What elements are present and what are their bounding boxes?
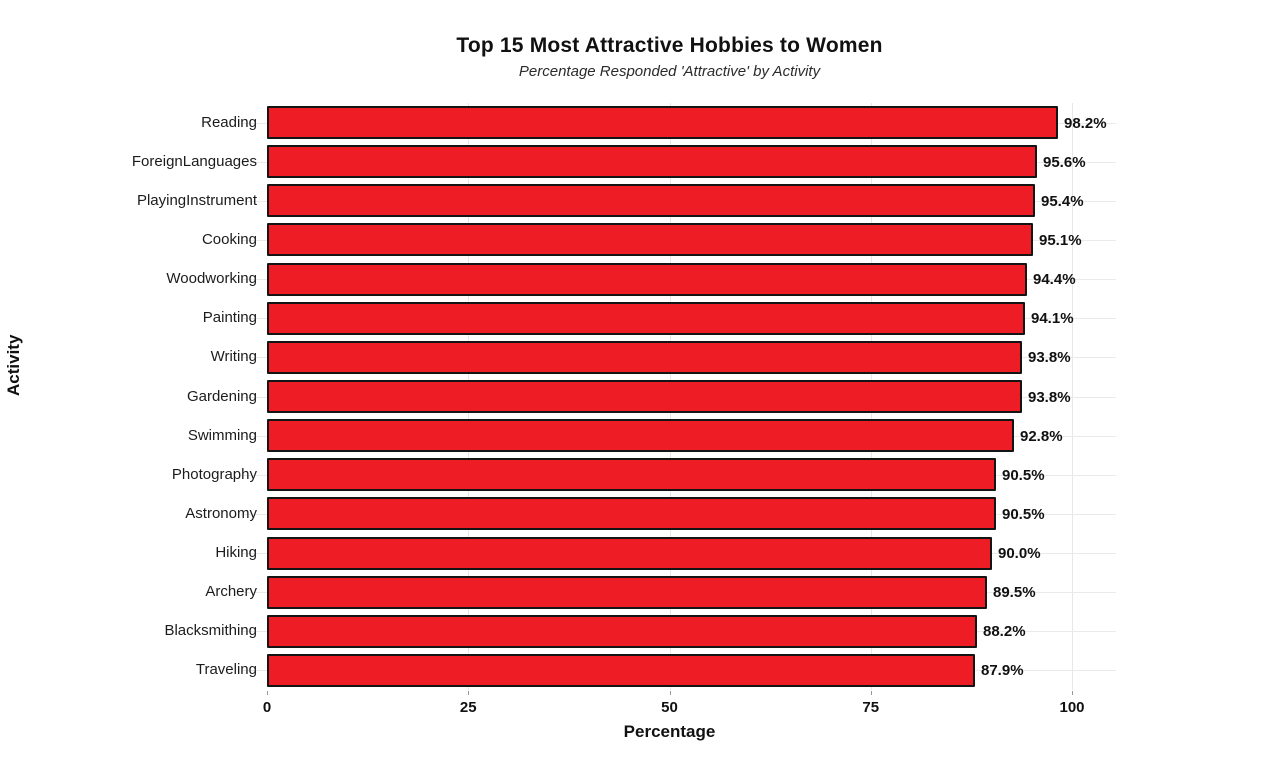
bar xyxy=(267,106,1058,139)
chart-subtitle: Percentage Responded 'Attractive' by Act… xyxy=(518,63,821,80)
x-tick-label: 75 xyxy=(862,699,880,716)
bar-value-label: 88.2% xyxy=(983,623,1026,640)
bar-value-label: 93.8% xyxy=(1028,389,1071,406)
bar-value-label: 89.5% xyxy=(993,584,1036,601)
bar xyxy=(267,223,1033,256)
x-axis-title: Percentage xyxy=(623,722,716,741)
bar-value-label: 90.5% xyxy=(1002,467,1045,484)
x-tick-label: 50 xyxy=(661,699,678,716)
category-label: Astronomy xyxy=(185,505,257,522)
bar-value-label: 87.9% xyxy=(981,662,1024,679)
bar xyxy=(267,458,996,491)
bar xyxy=(267,302,1025,335)
bar-value-label: 94.1% xyxy=(1031,310,1074,327)
bar xyxy=(267,263,1027,296)
bar xyxy=(267,419,1014,452)
category-label: Archery xyxy=(205,583,257,600)
category-label: Traveling xyxy=(195,661,257,678)
category-label: Gardening xyxy=(186,388,257,405)
bar xyxy=(267,576,987,609)
bar xyxy=(267,341,1022,374)
bar xyxy=(267,497,996,530)
category-label: Writing xyxy=(210,348,257,365)
x-tick-label: 25 xyxy=(459,699,477,716)
bar-value-label: 95.6% xyxy=(1043,154,1086,171)
bar-value-label: 98.2% xyxy=(1064,115,1107,132)
bar-value-label: 94.4% xyxy=(1033,271,1076,288)
x-tick-mark xyxy=(468,691,470,695)
bar xyxy=(267,615,977,648)
category-label: Reading xyxy=(201,114,257,131)
category-label: Swimming xyxy=(187,427,257,444)
category-label: Photography xyxy=(171,466,257,483)
chart-title: Top 15 Most Attractive Hobbies to Women xyxy=(456,34,883,57)
x-tick-mark xyxy=(267,691,268,695)
x-tick-mark xyxy=(870,691,872,695)
x-tick-label: 0 xyxy=(262,699,272,716)
category-label: ForeignLanguages xyxy=(131,153,257,170)
bar xyxy=(267,654,975,687)
x-tick-label: 100 xyxy=(1059,699,1085,716)
category-label: Painting xyxy=(202,309,257,326)
category-label: Hiking xyxy=(215,544,257,561)
bar xyxy=(267,184,1035,217)
category-label: Woodworking xyxy=(166,270,257,287)
bar-value-label: 93.8% xyxy=(1028,349,1071,366)
category-label: Blacksmithing xyxy=(164,622,257,639)
category-label: PlayingInstrument xyxy=(136,192,257,209)
bar-value-label: 95.1% xyxy=(1039,232,1082,249)
bar xyxy=(267,380,1022,413)
x-tick-mark xyxy=(669,691,671,695)
category-label: Cooking xyxy=(201,231,257,248)
bar-value-label: 90.5% xyxy=(1002,506,1045,523)
bar-value-label: 90.0% xyxy=(998,545,1041,562)
bar xyxy=(267,145,1037,178)
x-tick-mark xyxy=(1072,691,1073,695)
bar-value-label: 92.8% xyxy=(1020,428,1063,445)
bar-value-label: 95.4% xyxy=(1041,193,1084,210)
bar xyxy=(267,537,992,570)
vertical-gridline xyxy=(1072,103,1073,690)
